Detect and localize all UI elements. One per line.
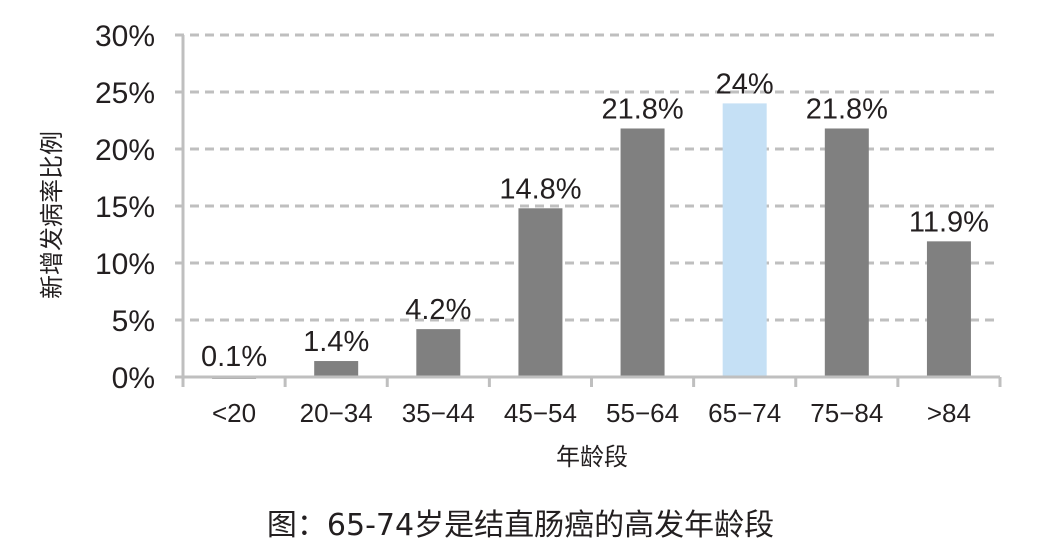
x-tick-label: 45−54 — [504, 398, 577, 428]
bar-35-44 — [416, 329, 461, 377]
data-label: 24% — [716, 68, 774, 100]
data-labels: 0.1% 1.4% 4.2% 14.8% 21.8% 24% 21.8% 11.9% — [201, 68, 989, 372]
data-label: 21.8% — [806, 93, 888, 125]
x-tick-label: <20 — [212, 398, 256, 428]
y-tick-label: 15% — [95, 191, 155, 224]
y-tick-label: 25% — [95, 77, 155, 110]
y-axis-title: 新增发病率比例 — [38, 131, 66, 299]
data-label: 11.9% — [909, 206, 989, 238]
bar->84 — [926, 241, 971, 377]
data-label: 1.4% — [303, 326, 369, 358]
bar-45-54 — [518, 208, 563, 377]
data-label: 21.8% — [601, 93, 683, 125]
x-axis-title: 年龄段 — [556, 443, 628, 471]
data-label: 14.8% — [499, 173, 581, 205]
y-tick-label: 20% — [95, 134, 155, 167]
x-tick-label: >84 — [927, 398, 971, 428]
y-tick-label: 5% — [112, 305, 155, 338]
x-tick-label: 65−74 — [708, 398, 781, 428]
bar-55-64 — [620, 128, 665, 377]
bar-65-74 — [722, 103, 767, 378]
x-tick-labels: <20 20−34 35−44 45−54 55−64 65−74 75−84 >84 — [212, 398, 971, 428]
x-tick-label: 75−84 — [810, 398, 883, 428]
y-tick-label: 10% — [95, 248, 155, 281]
y-tick-label: 30% — [95, 20, 155, 53]
gridlines — [175, 33, 1000, 322]
x-tick-label: 55−64 — [606, 398, 679, 428]
y-tick-label: 0% — [112, 362, 155, 395]
x-tick-label: 35−44 — [402, 398, 475, 428]
data-label: 4.2% — [405, 294, 471, 326]
x-tick-label: 20−34 — [300, 398, 373, 428]
axes — [175, 35, 1002, 387]
data-label: 0.1% — [201, 341, 267, 373]
bars — [212, 103, 971, 379]
y-tick-labels: 0% 5% 10% 15% 20% 25% 30% — [95, 20, 155, 395]
figure-caption: 图：65-74岁是结直肠癌的高发年龄段 — [266, 508, 775, 543]
bar-20-34 — [314, 361, 359, 377]
bar-75-84 — [824, 128, 869, 377]
